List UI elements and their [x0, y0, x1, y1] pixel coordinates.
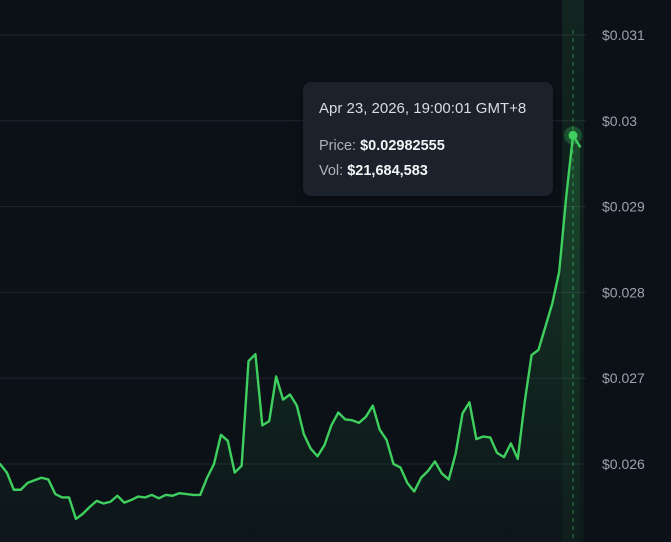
tooltip-date: Apr 23, 2026, 19:00:01 GMT+8	[319, 100, 527, 117]
y-tick-label: $0.031	[602, 27, 645, 43]
tooltip-price-label: Price:	[319, 138, 357, 154]
y-tick-label: $0.027	[602, 370, 645, 386]
tooltip-price-value: $0.02982555	[360, 138, 445, 154]
y-tick-label: $0.03	[602, 113, 637, 129]
price-tooltip: Apr 23, 2026, 19:00:01 GMT+8 Price: $0.0…	[303, 82, 553, 196]
tooltip-vol-row: Vol: $21,684,583	[319, 159, 537, 184]
y-tick-label: $0.026	[602, 456, 645, 472]
y-axis-ticks: $0.031 $0.03 $0.029 $0.028 $0.027 $0.026	[602, 27, 645, 472]
tooltip-price-row: Price: $0.02982555	[319, 134, 537, 159]
tooltip-vol-label: Vol:	[319, 163, 344, 179]
y-tick-label: $0.028	[602, 284, 645, 300]
price-line[interactable]	[0, 134, 582, 521]
price-area-fill	[0, 135, 580, 542]
hover-point[interactable]	[568, 130, 578, 140]
y-tick-label: $0.029	[602, 199, 645, 215]
tooltip-vol-value: $21,684,583	[347, 163, 428, 179]
